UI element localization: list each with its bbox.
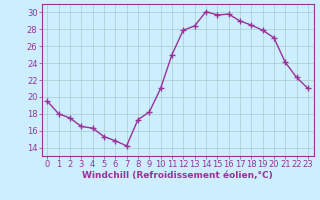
X-axis label: Windchill (Refroidissement éolien,°C): Windchill (Refroidissement éolien,°C)	[82, 171, 273, 180]
